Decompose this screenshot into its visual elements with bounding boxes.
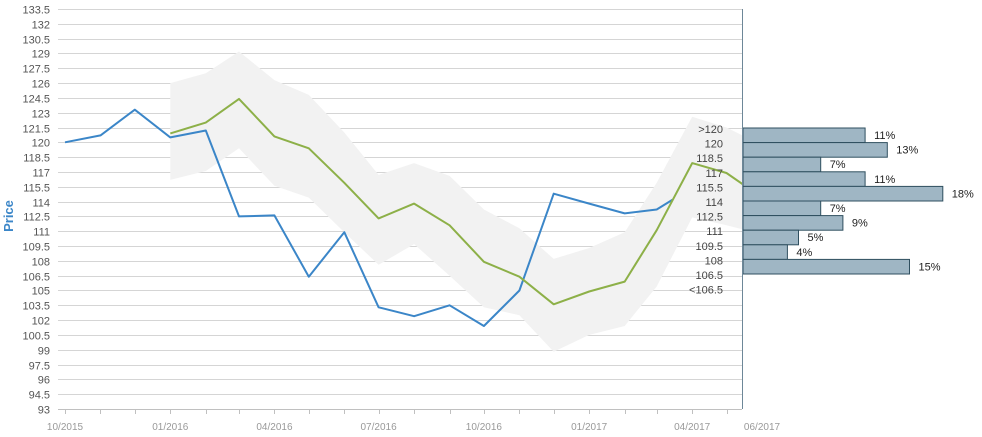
distribution-category-label: 106.5 [695,270,723,282]
y-tick-label: 126 [32,79,50,91]
forecast-confidence-band [170,51,779,352]
x-tick-label: 01/2017 [571,422,608,433]
x-tick-label: 10/2016 [466,422,503,433]
distribution-bar [742,142,888,158]
x-tick-label: 07/2016 [361,422,398,433]
distribution-percent-label: 13% [896,145,918,157]
x-tick-label: 10/2015 [47,422,84,433]
axis-layer: 93 94.5 96 97.5 99 100.5 102 103.5 105 106.5 108 10… [22,5,780,434]
distribution-percent-label: 9% [852,218,868,230]
distribution-bars-layer: >120 11% 120 13% 118.5 7% 117 11% 115.5 18% 114 7% 1… [689,124,974,297]
series-layer [64,97,778,327]
distribution-category-label: 109.5 [695,241,723,253]
y-tick-label: 100.5 [22,331,50,343]
y-tick-label: 133.5 [22,5,50,17]
y-tick-label: 127.5 [22,64,50,76]
confidence-band-layer [170,51,779,352]
actual-price-line [64,108,674,327]
distribution-bar [742,185,944,202]
y-tick-label: 112.5 [23,212,50,224]
x-tick-label: 04/2016 [256,422,293,433]
y-tick-label: 99 [38,346,50,358]
y-tick-label: 118.5 [23,153,50,165]
y-tick-label: 94.5 [29,390,50,402]
y-tick-label: 114 [32,198,50,210]
y-tick-label: 109.5 [22,242,50,254]
y-tick-label: 124.5 [22,94,50,106]
distribution-category-label: 111 [706,226,723,238]
y-tick-label: 106.5 [22,272,50,284]
distribution-bar [742,229,799,246]
y-tick-label: 132 [32,20,50,32]
y-tick-label: 115.5 [23,183,50,195]
y-tick-label: 121.5 [22,124,50,136]
y-tick-label: 129 [32,49,50,61]
distribution-bar [742,258,910,275]
x-tick-label: 01/2016 [152,422,189,433]
distribution-bar [742,127,866,144]
distribution-bar [742,171,866,187]
y-tick-label: 96 [38,375,50,387]
y-tick-label: 130.5 [22,35,50,47]
distribution-percent-label: 11% [874,130,895,142]
y-tick-label: 93 [38,405,50,417]
distribution-category-label: 117 [705,168,723,180]
distribution-category-label: 112.5 [696,212,723,224]
distribution-category-label: 108 [705,255,723,267]
y-tick-label: 123 [32,109,50,121]
y-tick-label: 102 [32,316,50,328]
y-tick-label: 108 [32,257,50,269]
y-tick-label: 117 [32,168,50,180]
y-tick-label: 120 [32,138,50,150]
x-tick-label: 04/2017 [674,422,711,433]
y-tick-label: 97.5 [29,361,50,373]
distribution-category-label: 118.5 [696,153,723,165]
y-tick-label: 111 [33,227,50,239]
distribution-bar [742,156,822,173]
y-tick-label: 105 [32,286,50,298]
distribution-category-label: >120 [698,124,723,136]
distribution-percent-label: 4% [796,247,812,259]
distribution-percent-label: 7% [830,159,846,171]
distribution-category-label: 114 [705,197,723,209]
y-tick-label: 103.5 [22,301,50,313]
x-tick-label: 06/2017 [744,422,781,433]
y-axis-title: Price [1,200,16,232]
distribution-percent-label: 15% [919,261,941,273]
forecast-price-line [170,97,778,306]
distribution-percent-label: 5% [808,232,824,244]
distribution-percent-label: 7% [830,203,846,215]
distribution-bar [742,200,822,217]
distribution-category-label: 120 [705,139,723,151]
distribution-bar [742,244,788,260]
distribution-percent-label: 11% [874,174,895,186]
distribution-category-label: 115.5 [696,182,723,194]
distribution-bar [742,215,844,231]
distribution-percent-label: 18% [952,188,974,200]
distribution-category-label: <106.5 [689,285,723,297]
